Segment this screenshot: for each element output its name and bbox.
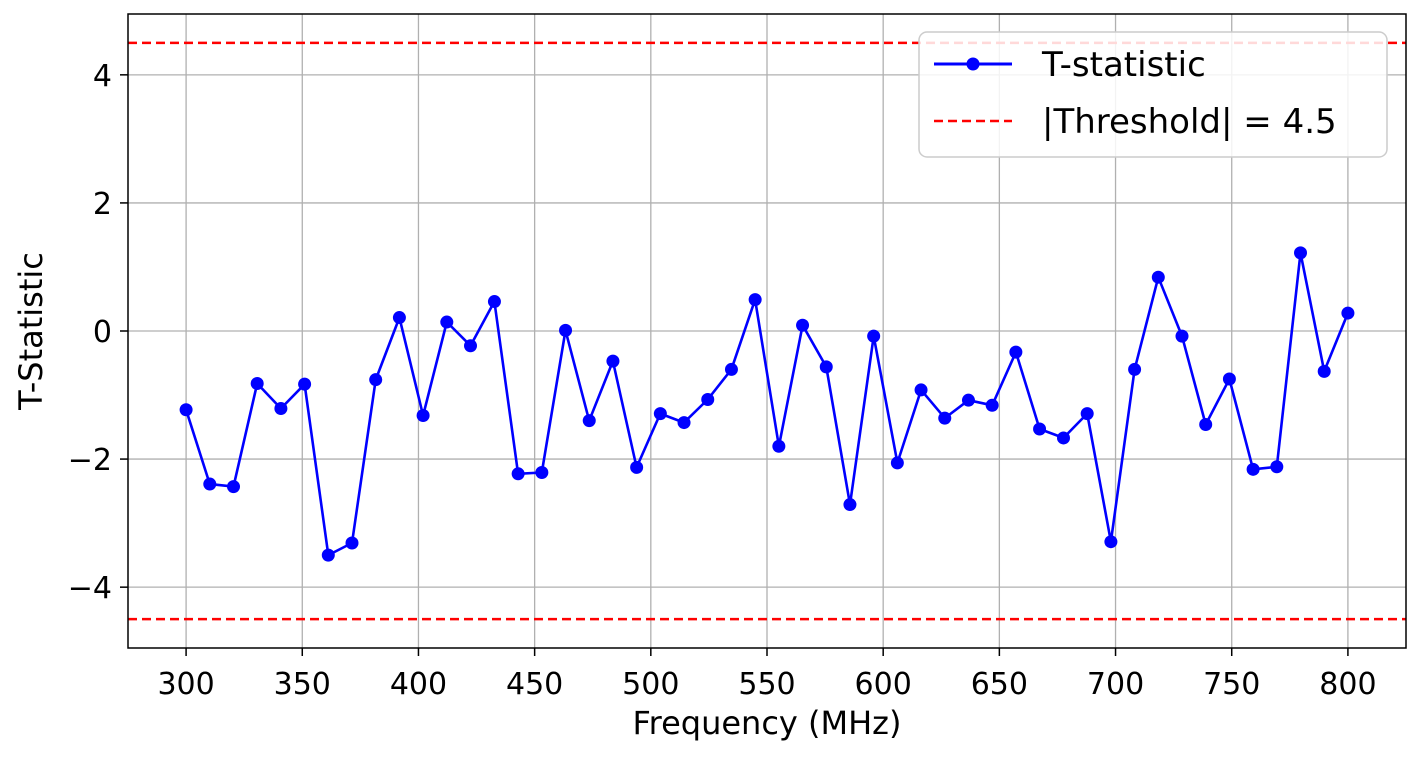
data-point: [559, 323, 573, 337]
data-point: [250, 377, 264, 391]
data-point: [843, 498, 857, 512]
legend-series-label: T-statistic: [1041, 45, 1206, 85]
data-point: [606, 354, 620, 368]
data-point: [1009, 345, 1023, 359]
data-point: [677, 416, 691, 430]
data-point: [701, 393, 715, 407]
data-point: [392, 311, 406, 325]
data-point: [321, 548, 335, 562]
data-point: [416, 409, 430, 423]
x-tick-label: 500: [622, 667, 679, 702]
data-point: [796, 318, 810, 332]
data-point: [653, 407, 667, 421]
legend-series-marker: [966, 57, 980, 71]
y-tick-label: −2: [68, 443, 112, 478]
data-point: [985, 398, 999, 412]
data-point: [1151, 270, 1165, 284]
data-point: [1270, 460, 1284, 474]
data-point: [1199, 417, 1213, 431]
x-tick-label: 300: [157, 667, 214, 702]
data-point: [1080, 407, 1094, 421]
x-tick-label: 400: [390, 667, 447, 702]
data-point: [724, 362, 738, 376]
data-point: [890, 456, 904, 470]
data-point: [1246, 462, 1260, 476]
data-point: [1033, 422, 1047, 436]
y-tick-label: −4: [68, 571, 112, 606]
series-line: [184, 251, 1350, 557]
data-point: [1056, 431, 1070, 445]
x-tick-label: 750: [1203, 667, 1260, 702]
x-tick-label: 650: [971, 667, 1028, 702]
data-point: [630, 460, 644, 474]
data-point: [582, 414, 596, 428]
data-point: [369, 373, 383, 387]
x-axis-ticks: 300 350 400 450 500 550 600 650 700 750 800: [157, 648, 1377, 702]
data-point: [772, 439, 786, 453]
y-axis-label: T-Statistic: [12, 252, 50, 411]
data-point: [535, 466, 549, 480]
legend-threshold-label: |Threshold| = 4.5: [1042, 102, 1337, 142]
x-tick-label: 350: [274, 667, 331, 702]
data-point: [487, 295, 501, 309]
y-axis-ticks: −4 −2 0 2 4: [68, 59, 128, 606]
data-point: [511, 467, 525, 481]
data-point: [464, 339, 478, 353]
data-point: [1294, 246, 1308, 260]
data-point: [914, 383, 928, 397]
data-point: [1128, 362, 1142, 376]
x-tick-label: 700: [1087, 667, 1144, 702]
x-axis-label: Frequency (MHz): [633, 704, 902, 742]
data-point: [226, 480, 240, 494]
data-point: [961, 393, 975, 407]
data-point: [1317, 364, 1331, 378]
x-tick-label: 800: [1319, 667, 1376, 702]
legend-box: [918, 31, 1388, 158]
data-point: [1341, 306, 1355, 320]
data-point: [345, 536, 359, 550]
series-group: [179, 246, 1355, 562]
x-tick-label: 550: [738, 667, 795, 702]
data-point: [1104, 535, 1118, 549]
x-tick-label: 600: [855, 667, 912, 702]
data-point: [440, 315, 454, 329]
data-point: [819, 360, 833, 374]
data-point: [1222, 372, 1236, 386]
data-point: [867, 329, 881, 343]
data-point: [298, 377, 312, 391]
y-tick-label: 4: [93, 59, 112, 94]
data-point: [274, 401, 288, 415]
y-tick-label: 0: [93, 315, 112, 350]
y-tick-label: 2: [93, 187, 112, 222]
data-point: [179, 403, 193, 417]
x-tick-label: 450: [506, 667, 563, 702]
data-point: [1175, 329, 1189, 343]
legend: T-statistic |Threshold| = 4.5: [918, 31, 1388, 158]
data-point: [203, 477, 217, 491]
data-point: [938, 411, 952, 425]
data-point: [748, 293, 762, 307]
